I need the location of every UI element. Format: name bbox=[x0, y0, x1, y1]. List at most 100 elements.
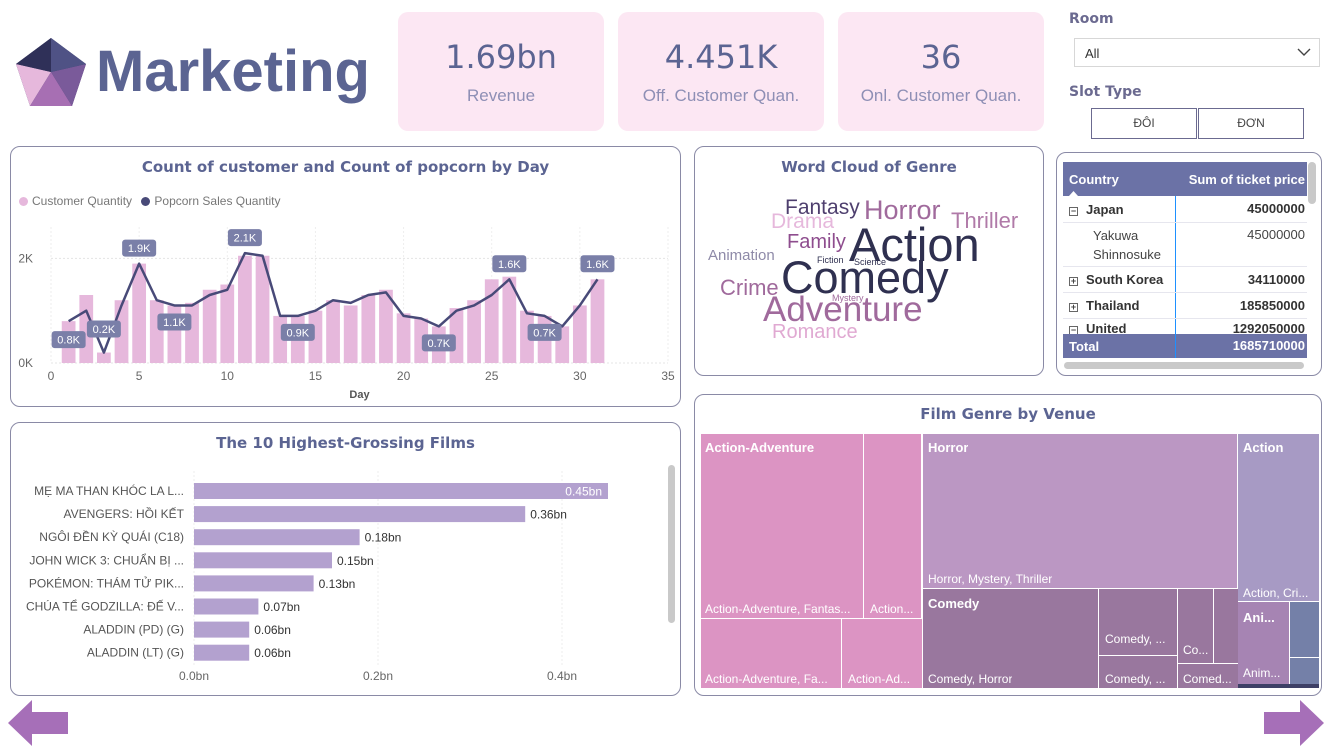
table-row[interactable]: − United 1292050000 bbox=[1063, 319, 1307, 334]
treemap-header-action-adventure: Action-Adventure bbox=[705, 440, 815, 455]
y-tick-label: 0K bbox=[18, 356, 33, 370]
customer-bar bbox=[379, 289, 393, 363]
treemap-tile[interactable] bbox=[1178, 589, 1214, 664]
treemap-tile[interactable] bbox=[1290, 602, 1319, 658]
word-mystery: Mystery bbox=[832, 293, 864, 303]
collapse-icon[interactable]: − bbox=[1069, 205, 1078, 216]
word-crime: Crime bbox=[720, 275, 779, 300]
film-bar bbox=[194, 506, 526, 523]
film-value-label: 0.36bn bbox=[530, 508, 567, 522]
film-category-label: POKÉMON: THÁM TỬ PIK... bbox=[29, 575, 184, 590]
slot-type-don-button[interactable]: ĐƠN bbox=[1198, 108, 1304, 139]
treemap-tile[interactable] bbox=[1099, 656, 1178, 688]
treemap-tile[interactable] bbox=[1214, 589, 1238, 664]
word-animation: Animation bbox=[708, 247, 775, 264]
data-label-text: 1.1K bbox=[163, 317, 186, 329]
film-bar bbox=[194, 575, 314, 592]
collapse-icon[interactable]: − bbox=[1069, 325, 1078, 334]
x-tick-label: 0 bbox=[48, 369, 55, 383]
word-drama: Drama bbox=[771, 210, 835, 233]
x-tick-label: 25 bbox=[485, 369, 499, 383]
slot-type-doi-button[interactable]: ĐÔI bbox=[1091, 108, 1197, 139]
x-tick-label: 5 bbox=[136, 369, 143, 383]
matrix-vertical-scrollbar[interactable] bbox=[1308, 162, 1316, 204]
matrix-cell-country: United bbox=[1086, 321, 1127, 334]
treemap-tile[interactable] bbox=[1238, 684, 1319, 688]
top-films-scrollbar[interactable] bbox=[668, 465, 675, 623]
matrix-cell-value: 45000000 bbox=[1175, 222, 1307, 267]
matrix-horizontal-scrollbar[interactable] bbox=[1064, 362, 1304, 369]
treemap-tile[interactable] bbox=[1238, 602, 1290, 684]
legend-dot-customer bbox=[19, 197, 28, 206]
matrix-cell-country: Yakuwa Shinnosuke bbox=[1093, 227, 1161, 262]
matrix-header: Country Sum of ticket price bbox=[1063, 162, 1307, 196]
top-films-chart-svg: 0.0bn 0.2bn 0.4bn MẸ MA THAN KHÓC LA L... 0.… bbox=[26, 471, 608, 683]
treemap-header-horror: Horror bbox=[928, 440, 969, 455]
combo-chart-legend: Customer Quantity Popcorn Sales Quantity bbox=[19, 194, 280, 208]
treemap-label: Comedy, ... bbox=[1105, 632, 1166, 646]
x-tick-label: 0.0bn bbox=[179, 669, 209, 683]
x-tick-label: 30 bbox=[573, 369, 587, 383]
treemap-tile[interactable] bbox=[923, 434, 1238, 589]
data-label-text: 2.1K bbox=[234, 233, 257, 245]
previous-page-arrow-icon[interactable] bbox=[8, 700, 68, 746]
table-row[interactable]: + South Korea 34110000 bbox=[1063, 267, 1307, 293]
customer-bar bbox=[238, 255, 252, 363]
chevron-down-icon bbox=[1297, 48, 1311, 56]
table-row[interactable]: − Japan 45000000 bbox=[1063, 196, 1307, 223]
data-label: 0.9K bbox=[280, 323, 315, 341]
treemap-tile[interactable] bbox=[842, 619, 922, 688]
film-value-label: 0.13bn bbox=[319, 577, 356, 591]
x-tick-label: 35 bbox=[661, 369, 675, 383]
data-label-text: 0.2K bbox=[93, 324, 116, 336]
data-label-box bbox=[280, 323, 315, 341]
table-row[interactable]: Yakuwa Shinnosuke 45000000 bbox=[1063, 222, 1307, 267]
data-label-box bbox=[492, 255, 527, 273]
data-label-box bbox=[227, 229, 262, 247]
treemap-tile[interactable] bbox=[1099, 589, 1178, 656]
film-bar bbox=[194, 644, 250, 661]
customer-bar bbox=[361, 295, 376, 363]
treemap-tile[interactable] bbox=[1238, 434, 1319, 602]
matrix-cell-country: Thailand bbox=[1086, 298, 1140, 313]
matrix-header-country[interactable]: Country bbox=[1063, 172, 1175, 196]
treemap-tile[interactable] bbox=[701, 434, 864, 619]
treemap-tile[interactable] bbox=[701, 619, 842, 688]
top-films-title: The 10 Highest-Grossing Films bbox=[216, 434, 475, 452]
treemap-label: Comed... bbox=[1183, 672, 1232, 686]
treemap-tile[interactable] bbox=[1290, 658, 1319, 684]
expand-icon[interactable]: + bbox=[1069, 276, 1078, 286]
matrix-cell-value: 185850000 bbox=[1175, 293, 1307, 318]
x-tick-label: 10 bbox=[221, 369, 235, 383]
legend-popcorn: Popcorn Sales Quantity bbox=[154, 194, 281, 208]
data-label-box bbox=[122, 239, 157, 257]
table-row[interactable]: + Thailand 185850000 bbox=[1063, 293, 1307, 319]
x-tick-label: 20 bbox=[397, 369, 411, 383]
legend-dot-popcorn bbox=[141, 197, 151, 206]
film-value-label: 0.45bn bbox=[565, 485, 602, 499]
expand-icon[interactable]: + bbox=[1069, 302, 1078, 312]
film-category-label: JOHN WICK 3: CHUẨN BỊ ... bbox=[29, 552, 184, 567]
treemap-label: Action-Adventure, Fa... bbox=[705, 672, 828, 686]
y-tick-label: 2K bbox=[18, 251, 33, 265]
word-fantasy: Fantasy bbox=[785, 196, 860, 219]
matrix-cell-value: 45000000 bbox=[1175, 196, 1307, 222]
film-bar bbox=[194, 529, 360, 546]
matrix-total-row: Total 1685710000 bbox=[1063, 334, 1307, 358]
treemap-header-comedy: Comedy bbox=[928, 596, 980, 611]
room-dropdown[interactable]: All bbox=[1074, 38, 1320, 67]
treemap-tile[interactable] bbox=[864, 434, 922, 619]
next-page-arrow-icon[interactable] bbox=[1264, 700, 1324, 746]
kpi-label: Revenue bbox=[466, 86, 536, 105]
film-value-label: 0.15bn bbox=[337, 554, 374, 568]
matrix-header-price[interactable]: Sum of ticket price bbox=[1188, 171, 1305, 187]
data-label-text: 0.9K bbox=[286, 327, 309, 339]
film-category-label: NGÔI ĐỀN KỲ QUÁI (C18) bbox=[39, 529, 184, 544]
treemap-label: Action... bbox=[870, 602, 914, 616]
film-value-label: 0.07bn bbox=[263, 600, 300, 614]
customer-bar bbox=[590, 279, 605, 363]
data-label: 0.7K bbox=[527, 323, 562, 341]
word-romance: Romance bbox=[772, 321, 858, 343]
treemap-tile[interactable] bbox=[923, 589, 1099, 688]
treemap-tile[interactable] bbox=[1178, 664, 1238, 688]
